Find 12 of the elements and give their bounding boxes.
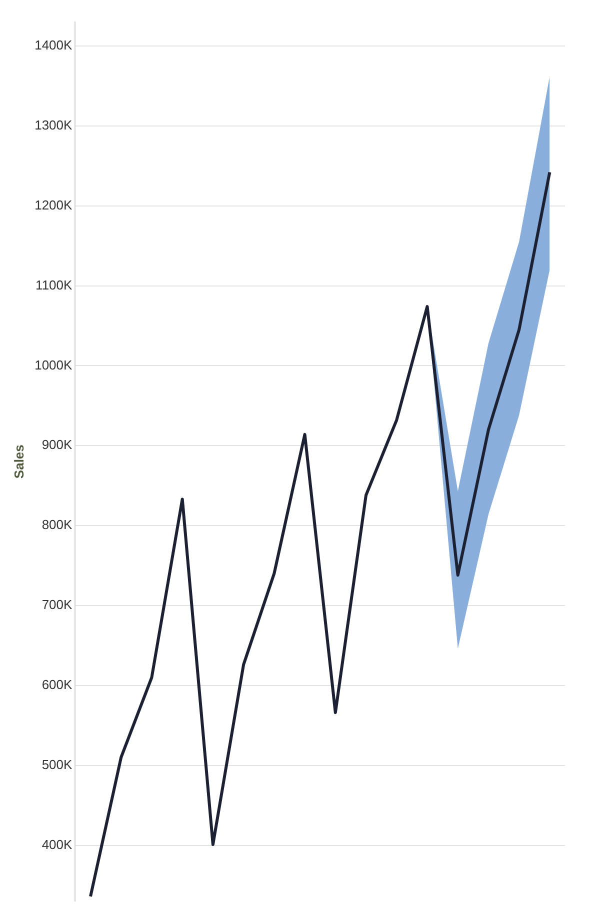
y-axis-title: Sales [11, 444, 26, 479]
y-tick-label: 700K [42, 597, 73, 612]
y-tick-label: 1000K [34, 357, 73, 372]
y-tick-label: 400K [42, 836, 73, 852]
y-tick-label: 1200K [34, 197, 73, 212]
y-tick-label: 1300K [34, 117, 73, 132]
y-tick-label: 500K [42, 756, 73, 772]
y-tick-label: 800K [42, 517, 73, 532]
y-tick-label: 900K [42, 437, 73, 452]
y-tick-label: 600K [42, 676, 73, 692]
y-tick-label: 1400K [34, 38, 73, 53]
y-tick-label: 1100K [36, 277, 73, 292]
